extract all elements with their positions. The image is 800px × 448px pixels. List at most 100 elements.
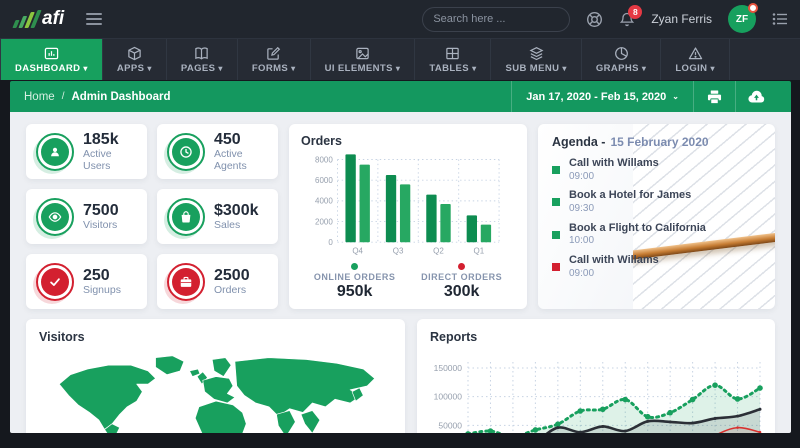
nav-item-forms[interactable]: FORMS ▾ [238,39,311,80]
agenda-item[interactable]: Book a Hotel for James 09:30 [552,189,761,214]
chevron-down-icon: ▾ [562,64,567,73]
orders-title: Orders [301,134,342,148]
agenda-item[interactable]: Book a Flight to California 10:00 [552,222,761,246]
hamburger-icon[interactable] [86,10,103,28]
chevron-down-icon: ▾ [641,64,647,73]
app-logo[interactable]: afi [12,8,65,30]
notifications-bell[interactable]: 8 [619,4,643,28]
agenda-bullet [552,262,560,271]
clock-icon [167,132,205,171]
agenda-bullet [552,230,560,239]
svg-text:Q1: Q1 [474,246,485,255]
top-header: afi 8 Zyan Ferris ZF [0,0,800,38]
chevron-down-icon: ▾ [710,64,715,73]
svg-text:Q3: Q3 [393,246,404,255]
page-wrapper: Home / Admin Dashboard Jan 17, 2020 - Fe… [10,81,791,433]
stat-card-active-agents[interactable]: 450 Active Agents [157,124,278,179]
login-icon [688,46,703,61]
stat-card-active-users[interactable]: 185k Active Users [26,124,147,179]
chevron-down-icon: ▾ [147,64,152,73]
notification-badge: 8 [628,4,643,19]
orders-legend: ONLINE ORDERS 950k DIRECT ORDERS 300k [301,263,515,301]
search-box [422,6,571,32]
forms-icon [266,46,281,61]
bag-icon [167,197,205,236]
stat-card-orders[interactable]: 2500 Orders [157,254,278,309]
legend-dot [458,263,466,270]
legend-direct-orders: DIRECT ORDERS 300k [421,263,502,301]
chevron-down-icon: ▾ [218,64,223,73]
chevron-down-icon: ▾ [83,64,88,73]
submenu-icon [529,46,544,61]
visitors-title: Visitors [39,330,85,344]
nav-item-login[interactable]: LOGIN ▾ [661,39,730,80]
orders-bar-chart: 0 2000 4000 6000 8000 Q4 Q3 Q2 Q1 [315,154,500,255]
tables-icon [445,46,460,61]
agenda-date: 15 February 2020 [610,135,709,149]
svg-text:50000: 50000 [438,420,462,430]
reports-title: Reports [430,330,478,344]
stats-grid: 185k Active Users 450 Active Agents 7500 Visi… [26,124,278,309]
chevron-down-icon: ▾ [395,64,401,73]
user-name[interactable]: Zyan Ferris [651,12,712,26]
svg-text:150000: 150000 [434,363,463,373]
dashboard-icon [44,46,59,61]
svg-text:6000: 6000 [315,176,333,185]
print-button[interactable] [693,81,735,112]
printer-icon [707,89,722,104]
user-avatar[interactable]: ZF [728,3,758,33]
svg-text:8000: 8000 [315,155,333,164]
check-icon [36,262,74,301]
eye-icon [36,197,74,236]
pages-icon [194,46,209,61]
svg-text:4000: 4000 [315,197,333,206]
logo-bars-icon [12,10,42,28]
briefcase-icon [167,262,205,301]
main-nav: DASHBOARD ▾ APPS ▾ PAGES ▾ FORMS ▾ UI ELEMEN… [0,38,800,80]
logo-text: afi [42,8,65,29]
svg-text:2000: 2000 [315,217,333,226]
stat-card-sales[interactable]: $300k Sales [157,189,278,244]
agenda-list: Call with Willams 09:00 Book a Hotel for J… [552,157,761,279]
stat-card-signups[interactable]: 250 Signups [26,254,147,309]
agenda-bullet [552,198,560,207]
user-icon [36,132,74,171]
cloud-upload-icon [748,90,765,103]
avatar-status-dot [748,3,758,13]
nav-item-dashboard[interactable]: DASHBOARD ▾ [0,39,103,80]
agenda-card: Agenda - 15 February 2020 Call with Will… [538,124,775,309]
graphs-icon [614,46,629,61]
lifebuoy-icon[interactable] [586,11,603,28]
nav-item-pages[interactable]: PAGES ▾ [167,39,238,80]
nav-item-sub-menu[interactable]: SUB MENU ▾ [491,39,582,80]
reports-line-chart: 50000 100000 150000 [434,362,763,433]
agenda-bullet [552,166,560,174]
nav-item-tables[interactable]: TABLES ▾ [415,39,492,80]
nav-item-apps[interactable]: APPS ▾ [103,39,167,80]
search-input[interactable] [423,13,570,25]
agenda-item[interactable]: Call with Willams 09:00 [552,254,761,279]
apps-icon [127,46,142,61]
nav-item-ui-elements[interactable]: UI ELEMENTS ▾ [311,39,416,80]
breadcrumb-home-link[interactable]: Home [24,90,55,103]
date-range-selector[interactable]: Jan 17, 2020 - Feb 15, 2020 ⌄ [511,81,693,112]
export-button[interactable] [735,81,777,112]
svg-text:0: 0 [328,238,333,247]
chevron-down-icon: ⌄ [672,92,679,101]
breadcrumb-separator: / [61,91,65,102]
legend-dot [351,263,359,270]
nav-item-graphs[interactable]: GRAPHS ▾ [582,39,662,80]
stat-card-visitors[interactable]: 7500 Visitors [26,189,147,244]
svg-text:Q4: Q4 [352,246,363,255]
world-map[interactable] [46,352,386,433]
agenda-item[interactable]: Call with Willams 09:00 [552,157,761,182]
svg-text:100000: 100000 [434,392,463,402]
breadcrumb: Home / Admin Dashboard Jan 17, 2020 - Fe… [10,81,791,112]
list-icon[interactable] [772,12,788,26]
chevron-down-icon: ▾ [472,64,477,73]
ui-elements-icon [355,46,370,61]
svg-text:Q2: Q2 [433,246,444,255]
chevron-down-icon: ▾ [291,64,296,73]
visitors-card: Visitors [26,319,405,433]
orders-card: Orders 0 2000 4000 6000 8000 Q4 Q3 Q2 Q1 ONLINE … [289,124,527,309]
